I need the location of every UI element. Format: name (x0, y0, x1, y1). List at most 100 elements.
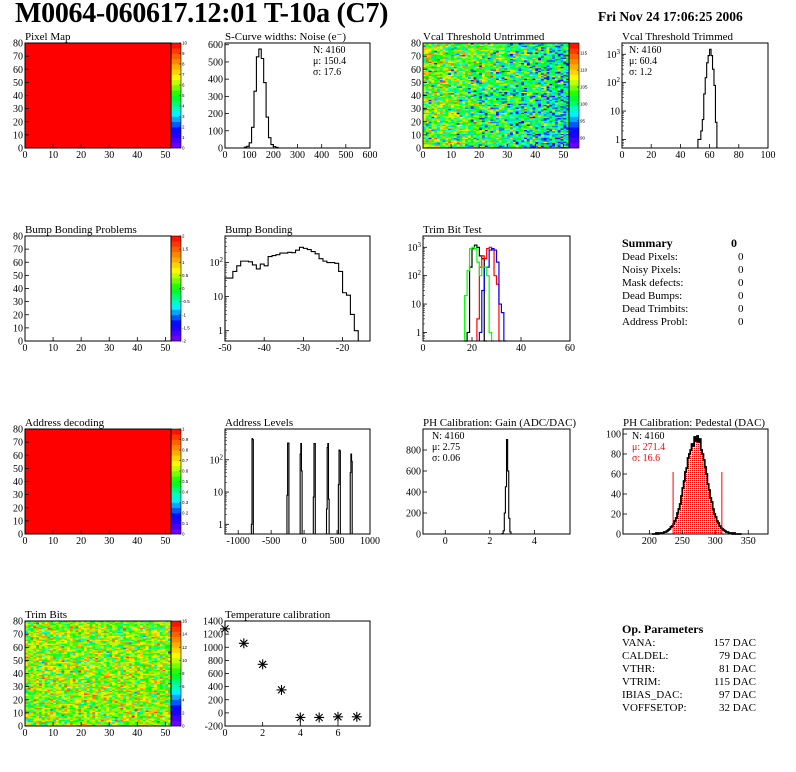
color-scale-band (171, 450, 181, 456)
chart-ph-pedestal: PH Calibration: Pedestal (DAC)200 250 300 3… (606, 417, 769, 547)
plot-frame (224, 620, 371, 727)
color-scale-label: 105 (580, 85, 588, 90)
x-tick-label: 0 (23, 728, 28, 739)
op-param-label: VOFFSETOP: (622, 702, 687, 714)
y-tick-label: 60 (411, 65, 421, 76)
color-scale-band (171, 429, 181, 435)
y-tick-label: 40 (13, 477, 23, 488)
color-scale-band (171, 299, 181, 305)
x-tick-label: 40 (516, 343, 526, 354)
color-scale-band (171, 74, 181, 81)
color-scale-label: 10 (182, 658, 188, 663)
color-scale-label: 110 (580, 68, 588, 73)
y-tick-label: 1 (615, 135, 620, 146)
y-tick-label: 60 (13, 258, 23, 269)
color-scale-band (569, 137, 579, 144)
y-tick-label: 60 (13, 65, 23, 76)
color-scale-label: 0 (182, 724, 185, 729)
color-scale-band (171, 79, 181, 86)
color-scale-band (171, 471, 181, 477)
histogram-line (337, 449, 341, 534)
y-tick-label: 0 (416, 530, 421, 541)
color-scale-band (171, 486, 181, 493)
color-scale-band (171, 507, 181, 514)
plot-frame (422, 235, 571, 342)
x-tick-label: 40 (132, 728, 142, 739)
x-tick-label: 20 (467, 343, 477, 354)
chart-title: PH Calibration: Gain (ADC/DAC) (423, 417, 576, 429)
y-tick-label: 300 (208, 92, 223, 103)
summary-row-value: 0 (738, 303, 744, 315)
y-tick-label: 1 (416, 328, 421, 339)
plot-frame (621, 42, 769, 149)
color-scale-label: 0.5 (182, 479, 189, 484)
color-scale-label: 95 (580, 118, 586, 123)
x-tick-label: 300 (290, 150, 305, 161)
color-scale-band (171, 518, 181, 524)
color-scale-band (171, 513, 181, 519)
x-tick-label: 50 (160, 728, 170, 739)
y-tick-label: 0 (18, 144, 23, 155)
color-scale-label: -1 (182, 312, 186, 317)
color-scale-label: 1 (182, 135, 185, 140)
color-scale-band (171, 678, 181, 685)
y-tick-label: 500 (208, 57, 223, 68)
color-scale-band (569, 132, 579, 138)
color-scale-band (171, 523, 181, 530)
color-scale-label: 3 (182, 114, 185, 119)
y-tick-label: 10 (13, 323, 23, 334)
color-scale-band (171, 684, 181, 690)
color-scale-band (171, 455, 181, 461)
y-tick-label: 1 (218, 326, 223, 337)
heatmap-cells (25, 429, 171, 534)
color-scale-band (171, 246, 181, 253)
color-scale-label: 0 (182, 532, 185, 537)
y-tick-label: 60 (611, 470, 621, 481)
y-tick-label: -200 (205, 722, 223, 733)
color-scale-label: 6 (182, 83, 185, 88)
x-tick-label: 1000 (360, 536, 380, 547)
color-scale-band (171, 90, 181, 96)
chart-trim-bit: Trim Bit Test 0 20 40 60 1 10 102 103 (408, 224, 576, 354)
x-tick-label: 80 (734, 150, 744, 161)
chart-title: Pixel Map (25, 31, 71, 43)
color-scale-label: 1 (182, 260, 185, 265)
chart-addr-levels: Address Levels -1000 -500 0 500 1000 1 10 102 (210, 417, 381, 547)
y-tick-label: 10 (213, 488, 223, 499)
y-tick-label: 102 (607, 76, 621, 89)
op-param-value: 115 DAC (713, 676, 756, 688)
summary-row-value: 0 (738, 290, 744, 302)
x-tick-label: -30 (297, 343, 310, 354)
x-tick-label: 250 (675, 536, 690, 547)
color-scale: -2 -1.5 -1 -0.5 0 0.5 1 1.5 2 (170, 234, 190, 344)
x-tick-label: 40 (675, 150, 685, 161)
y-tick-label: 0 (18, 722, 23, 733)
color-scale-band (171, 132, 181, 138)
y-tick-label: 30 (13, 297, 23, 308)
y-tick-label: 0 (218, 144, 223, 155)
plot-frame (422, 428, 571, 535)
color-scale-band (171, 48, 181, 54)
color-scale-label: 10 (182, 41, 188, 46)
heatmap-cells (423, 43, 570, 149)
x-tick-label: 500 (330, 536, 345, 547)
x-tick-label: 10 (48, 728, 58, 739)
data-point (238, 638, 249, 649)
color-scale-label: 0.3 (182, 500, 189, 505)
x-tick-label: 20 (76, 728, 86, 739)
chart-vcal-untrimmed: Vcal Threshold Untrimmed9095100105110115… (411, 31, 588, 161)
summary-row-value: 0 (738, 264, 744, 276)
histogram-line (478, 247, 507, 342)
color-scale-band (569, 79, 579, 86)
y-tick-label: 60 (13, 451, 23, 462)
color-scale-band (171, 142, 181, 149)
color-scale-label: 90 (580, 135, 586, 140)
plot-frame (224, 42, 371, 149)
color-scale-band (171, 642, 181, 648)
color-scale-label: 5 (182, 93, 185, 98)
x-tick-label: -40 (258, 343, 271, 354)
histogram-line (286, 442, 290, 534)
x-tick-label: -1000 (227, 536, 250, 547)
x-tick-label: 4 (532, 536, 537, 547)
